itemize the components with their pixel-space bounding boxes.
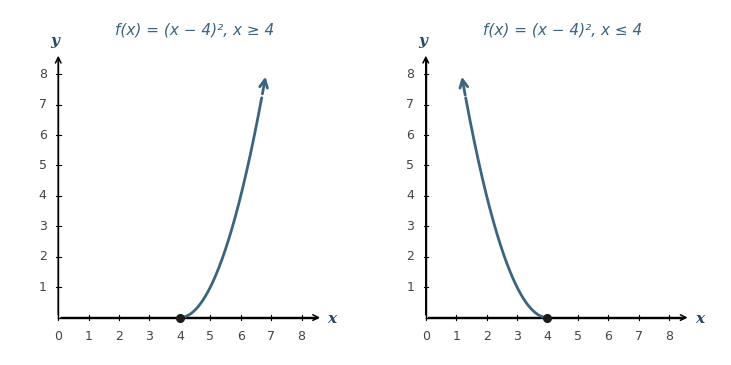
Text: 5: 5 [406, 159, 414, 172]
Text: 6: 6 [406, 128, 414, 142]
Text: 8: 8 [39, 68, 47, 81]
Text: x: x [327, 312, 336, 326]
Text: 5: 5 [206, 330, 214, 343]
Text: 2: 2 [115, 330, 123, 343]
Text: y: y [50, 34, 60, 49]
Text: 4: 4 [406, 189, 414, 202]
Text: 5: 5 [574, 330, 582, 343]
Text: 7: 7 [267, 330, 275, 343]
Text: 4: 4 [39, 189, 47, 202]
Text: 5: 5 [39, 159, 47, 172]
Text: x: x [695, 312, 704, 326]
Text: 6: 6 [39, 128, 47, 142]
Text: 1: 1 [39, 281, 47, 293]
Text: 8: 8 [406, 68, 414, 81]
Text: 7: 7 [406, 98, 414, 111]
Text: 0: 0 [54, 330, 62, 343]
Text: 2: 2 [482, 330, 491, 343]
Text: 2: 2 [406, 250, 414, 263]
Text: 1: 1 [452, 330, 460, 343]
Text: 8: 8 [665, 330, 673, 343]
Text: 1: 1 [85, 330, 93, 343]
Text: f(x) = (x − 4)², x ≤ 4: f(x) = (x − 4)², x ≤ 4 [483, 23, 643, 38]
Text: 3: 3 [39, 220, 47, 233]
Text: 0: 0 [422, 330, 430, 343]
Text: y: y [418, 34, 427, 49]
Text: 1: 1 [406, 281, 414, 293]
Text: 8: 8 [298, 330, 306, 343]
Text: 3: 3 [145, 330, 154, 343]
Text: f(x) = (x − 4)², x ≥ 4: f(x) = (x − 4)², x ≥ 4 [115, 23, 275, 38]
Text: 3: 3 [513, 330, 521, 343]
Text: 7: 7 [635, 330, 643, 343]
Text: 6: 6 [605, 330, 613, 343]
Text: 4: 4 [544, 330, 551, 343]
Text: 2: 2 [39, 250, 47, 263]
Text: 4: 4 [176, 330, 184, 343]
Text: 6: 6 [237, 330, 245, 343]
Text: 3: 3 [406, 220, 414, 233]
Text: 7: 7 [39, 98, 47, 111]
